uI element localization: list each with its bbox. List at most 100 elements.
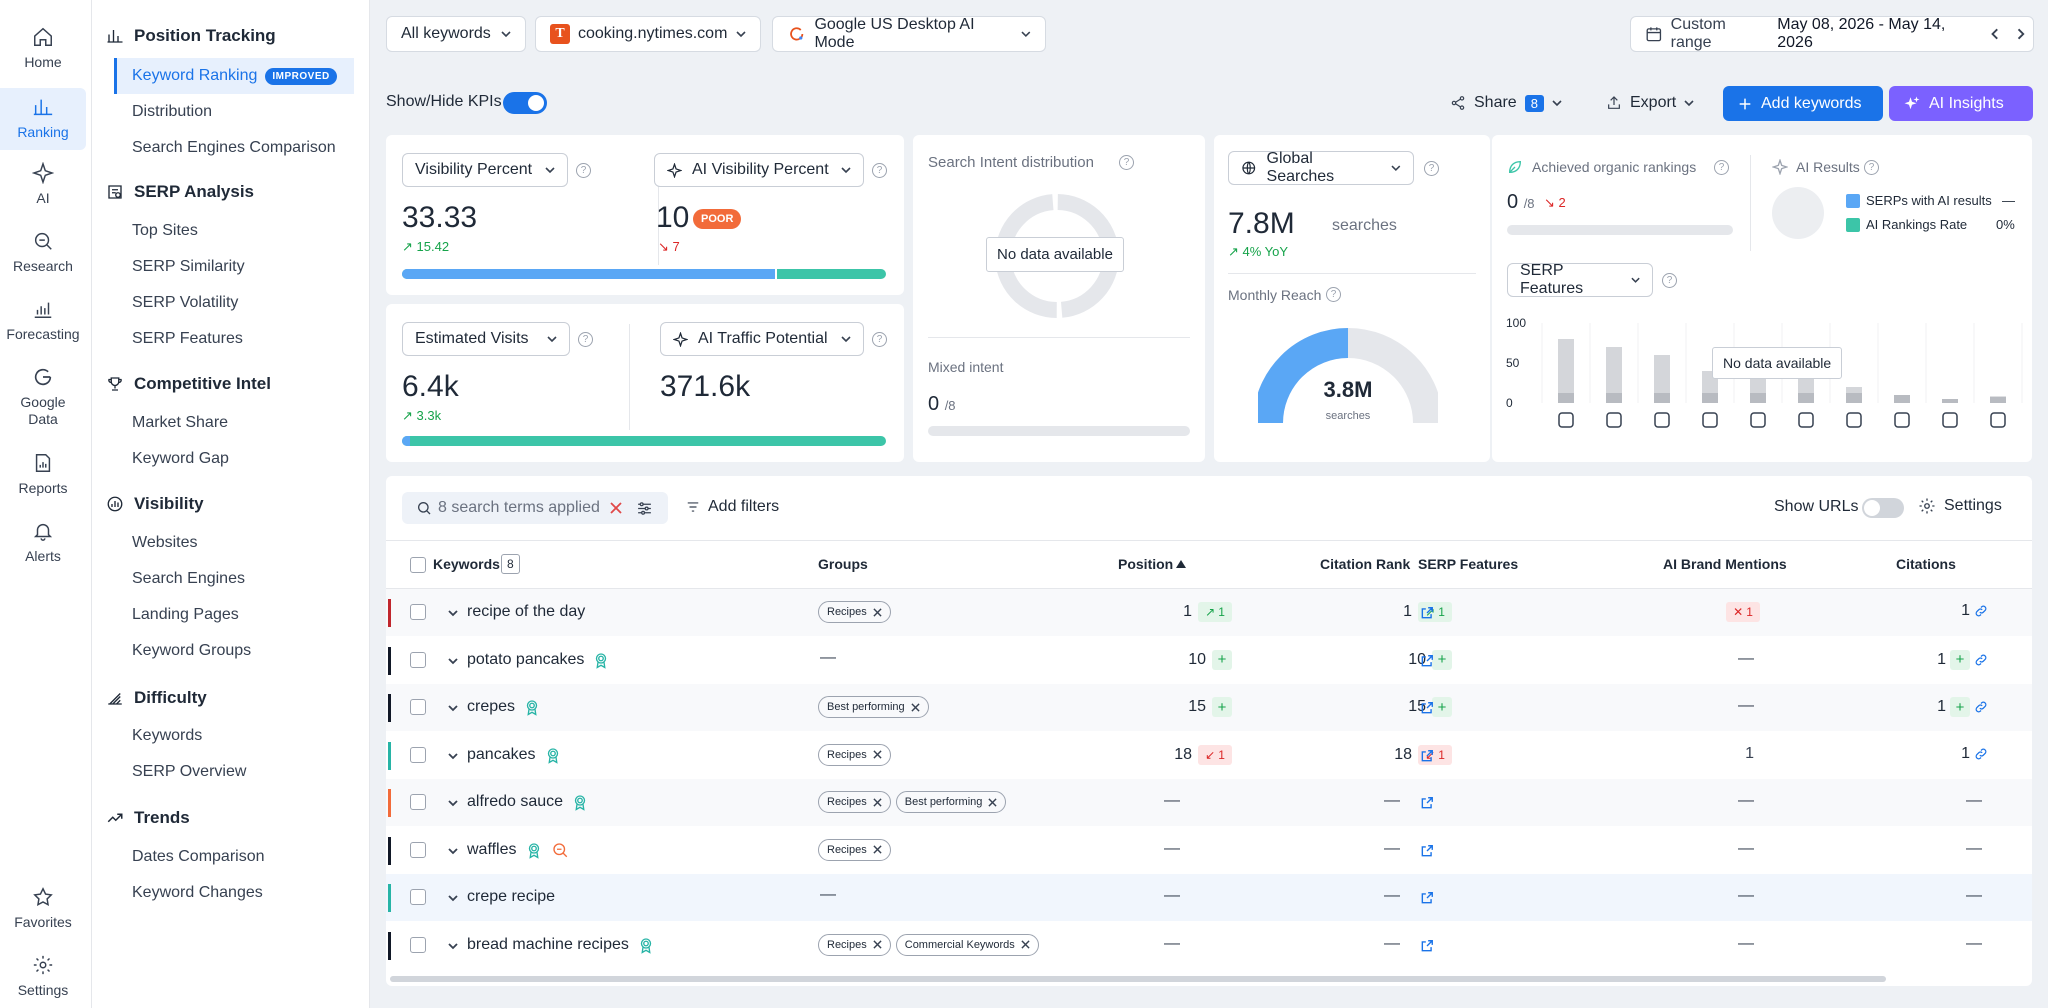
help-icon[interactable]: ? <box>1424 161 1439 176</box>
date-range-picker[interactable]: Custom range May 08, 2026 - May 14, 2026 <box>1630 16 2034 52</box>
nav-item-keyword-groups[interactable]: Keyword Groups <box>132 642 252 659</box>
clear-icon[interactable] <box>610 502 622 514</box>
group-tag[interactable]: Recipes <box>818 601 891 623</box>
nav-item-serp-overview[interactable]: SERP Overview <box>132 763 247 780</box>
row-checkbox[interactable] <box>410 651 426 668</box>
nav-item-websites[interactable]: Websites <box>132 534 198 551</box>
external-link-icon[interactable] <box>1420 891 1434 905</box>
search-terms-input[interactable]: 8 search terms applied <box>402 492 668 524</box>
help-icon[interactable]: ? <box>1662 273 1677 288</box>
row-checkbox[interactable] <box>410 936 426 953</box>
header-ai-brand-mentions[interactable]: AI Brand Mentions <box>1663 556 1787 572</box>
local-icon[interactable] <box>1846 412 1862 428</box>
table-row[interactable]: crepes Best performing 15 + 15 + — 1 + <box>386 684 2032 731</box>
group-tag[interactable]: Recipes <box>818 933 891 956</box>
nav-section-difficulty[interactable]: Difficulty <box>106 688 207 708</box>
row-checkbox[interactable] <box>410 699 426 715</box>
rail-ai[interactable]: AI <box>0 162 86 206</box>
keywords-filter-dropdown[interactable]: All keywords <box>386 16 526 52</box>
nav-item-top-sites[interactable]: Top Sites <box>132 222 198 239</box>
header-citations[interactable]: Citations <box>1896 556 1956 572</box>
remove-tag-icon[interactable] <box>873 750 882 759</box>
expand-chevron-icon[interactable] <box>448 703 458 713</box>
expand-chevron-icon[interactable] <box>448 798 458 808</box>
row-checkbox[interactable] <box>410 889 426 905</box>
link-icon[interactable] <box>1974 653 1988 667</box>
links-icon[interactable] <box>1606 412 1622 428</box>
row-checkbox[interactable] <box>410 794 426 810</box>
group-tag[interactable]: Commercial Keywords <box>895 933 1039 956</box>
table-settings-button[interactable]: Settings <box>1918 497 2002 515</box>
help-icon[interactable]: ? <box>1714 160 1729 175</box>
remove-tag-icon[interactable] <box>873 940 882 949</box>
link-icon[interactable] <box>1974 700 1988 714</box>
nav-item-serp-volatility[interactable]: SERP Volatility <box>132 294 239 311</box>
nav-item-landing-pages[interactable]: Landing Pages <box>132 606 239 623</box>
expand-chevron-icon[interactable] <box>448 656 458 666</box>
table-row[interactable]: crepe recipe — — — — — <box>386 874 2032 921</box>
external-link-icon[interactable] <box>1420 844 1434 858</box>
nav-item-serp-features[interactable]: SERP Features <box>132 330 243 347</box>
nav-section-visibility[interactable]: Visibility <box>106 494 204 514</box>
rail-research[interactable]: Research <box>0 230 86 274</box>
add-keywords-button[interactable]: Add keywords <box>1723 86 1883 121</box>
search-engine-dropdown[interactable]: Google US Desktop AI Mode <box>772 16 1046 52</box>
keyword-cell[interactable]: crepes <box>467 698 541 716</box>
keyword-cell[interactable]: recipe of the day <box>467 603 586 620</box>
rail-ranking[interactable]: Ranking <box>0 88 86 150</box>
serp-features-dropdown[interactable]: SERP Features <box>1507 262 1653 297</box>
keyword-cell[interactable]: alfredo sauce <box>467 793 589 811</box>
rail-alerts[interactable]: Alerts <box>0 520 86 564</box>
group-tag[interactable]: Best performing <box>895 791 1007 813</box>
images-icon[interactable] <box>1702 412 1718 428</box>
external-link-icon[interactable] <box>1420 749 1434 763</box>
visibility-metric-dropdown[interactable]: Visibility Percent <box>402 153 568 187</box>
remove-tag-icon[interactable] <box>873 607 882 617</box>
external-link-icon[interactable] <box>1420 939 1434 953</box>
nav-section-trends[interactable]: Trends <box>106 808 190 828</box>
group-tag[interactable]: Recipes <box>818 743 891 766</box>
keyword-cell[interactable]: potato pancakes <box>467 651 610 669</box>
help-icon[interactable]: ? <box>578 332 593 347</box>
header-serp-features[interactable]: SERP Features <box>1418 556 1519 572</box>
help-icon[interactable]: ? <box>1864 160 1879 175</box>
nav-section-position-tracking[interactable]: Position Tracking <box>106 26 276 46</box>
global-searches-dropdown[interactable]: Global Searches <box>1228 150 1414 185</box>
link-icon[interactable] <box>1974 747 1988 761</box>
rail-reports[interactable]: Reports <box>0 452 86 496</box>
sitelinks-icon[interactable] <box>1558 412 1574 428</box>
external-link-icon[interactable] <box>1420 796 1434 810</box>
help-icon[interactable]: ? <box>1119 155 1134 170</box>
select-all-checkbox[interactable] <box>410 557 426 573</box>
nav-item-dates-comparison[interactable]: Dates Comparison <box>132 848 265 865</box>
domain-dropdown[interactable]: T cooking.nytimes.com <box>535 16 761 52</box>
remove-tag-icon[interactable] <box>873 797 882 807</box>
show-urls-toggle[interactable] <box>1862 498 1904 518</box>
ai-visibility-metric-dropdown[interactable]: AI Visibility Percent <box>654 153 864 187</box>
nav-item-keywords[interactable]: Keywords <box>132 727 203 744</box>
remove-tag-icon[interactable] <box>911 702 920 712</box>
carousel-icon[interactable] <box>1894 412 1910 428</box>
remove-tag-icon[interactable] <box>988 797 998 807</box>
visits-metric-dropdown[interactable]: Estimated Visits <box>402 322 570 356</box>
rail-google-data[interactable]: Google Data <box>0 366 86 428</box>
nav-section-competitive-intel[interactable]: Competitive Intel <box>106 374 271 394</box>
nav-item-distribution[interactable]: Distribution <box>132 103 213 120</box>
help-icon[interactable]: ? <box>872 163 887 178</box>
header-keywords[interactable]: Keywords <box>433 556 500 572</box>
kpi-toggle[interactable] <box>503 92 547 114</box>
remove-tag-icon[interactable] <box>1021 940 1030 949</box>
nav-item-keyword-gap[interactable]: Keyword Gap <box>132 450 229 467</box>
help-icon[interactable]: ? <box>872 332 887 347</box>
sliders-icon[interactable] <box>636 500 653 517</box>
row-checkbox[interactable] <box>410 841 426 858</box>
rail-forecasting[interactable]: Forecasting <box>0 298 86 342</box>
nav-item-market-share[interactable]: Market Share <box>132 414 229 431</box>
add-filters-button[interactable]: Add filters <box>686 498 779 516</box>
row-checkbox[interactable] <box>410 604 426 620</box>
header-position[interactable]: Position <box>1118 556 1187 572</box>
expand-chevron-icon[interactable] <box>448 941 458 951</box>
header-groups[interactable]: Groups <box>818 556 868 572</box>
keyword-cell[interactable]: waffles <box>467 841 569 859</box>
